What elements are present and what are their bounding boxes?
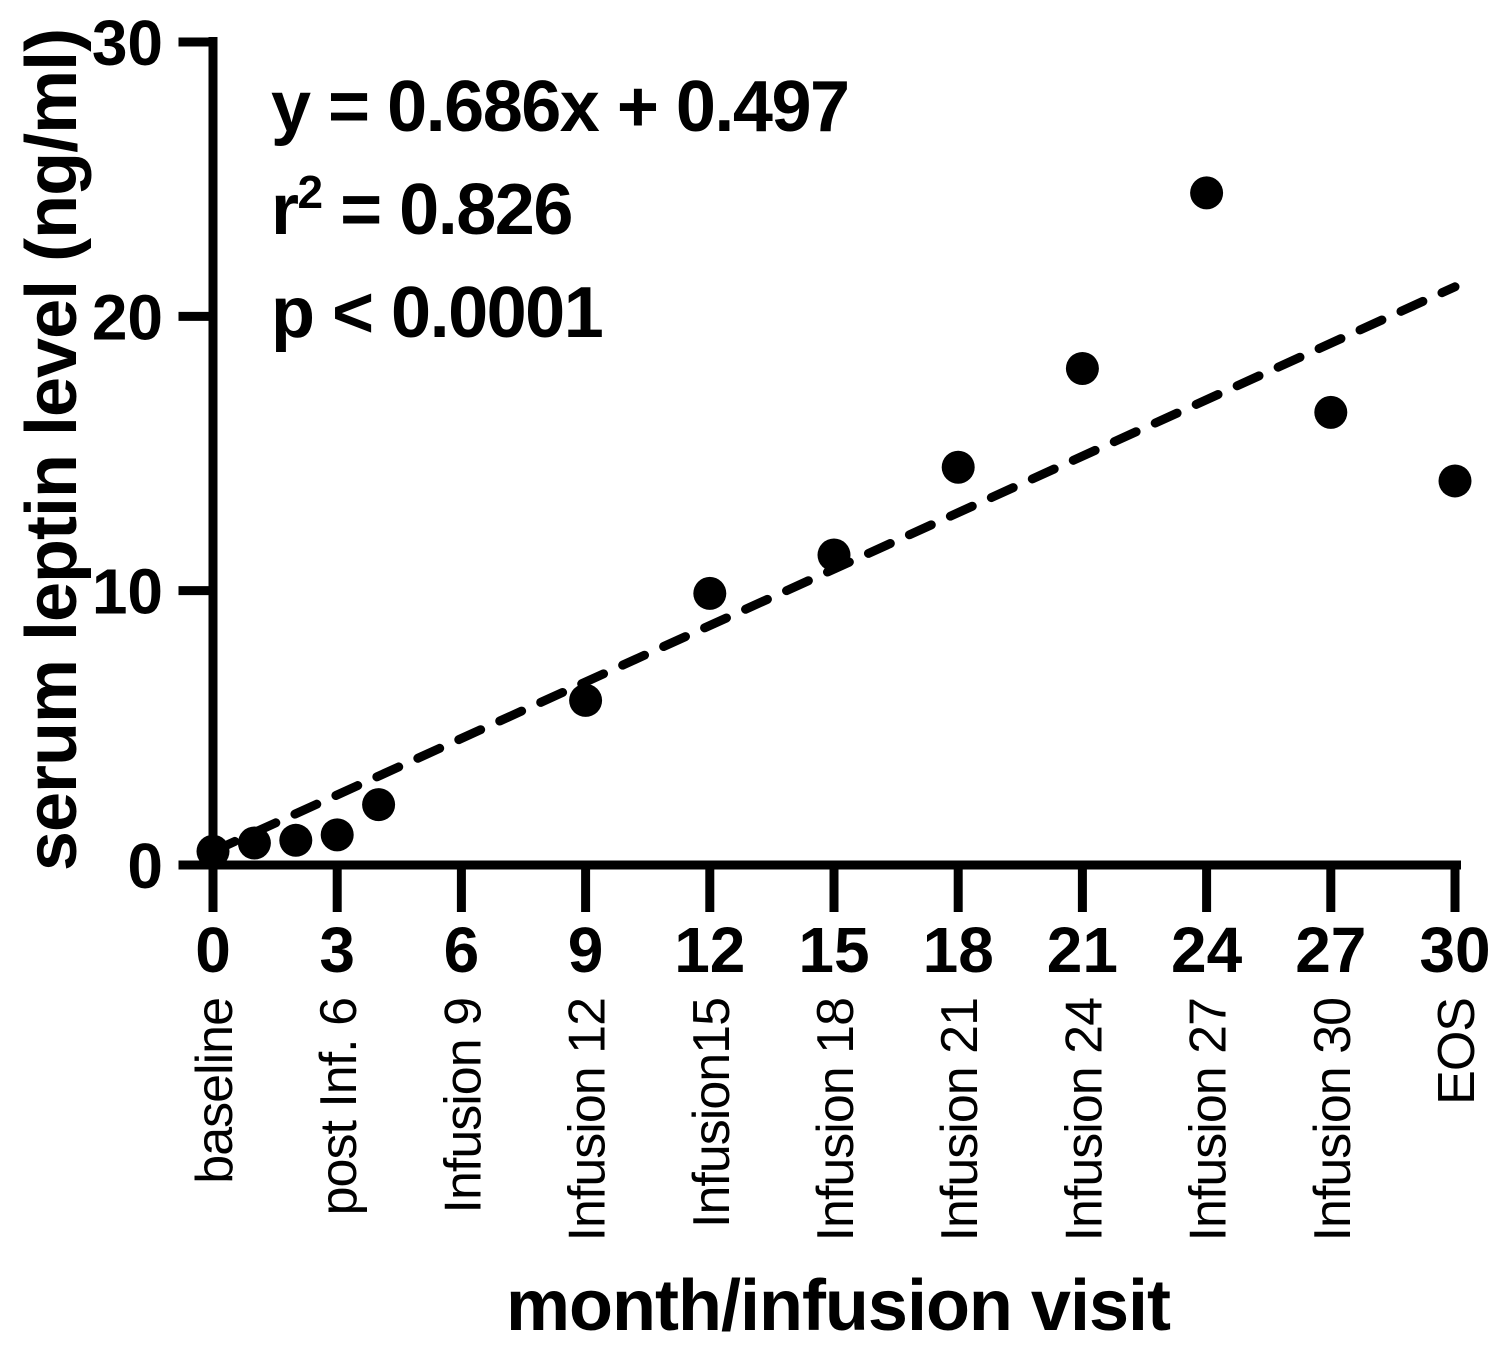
- data-point: [941, 450, 975, 484]
- x-tick-label: 18: [923, 914, 994, 986]
- x-tick-label: 27: [1295, 914, 1366, 986]
- r-squared-base: r: [271, 170, 298, 250]
- x-tick-label: 15: [798, 914, 869, 986]
- y-tick-label: 30: [92, 7, 163, 79]
- r-squared-value: = 0.826: [322, 170, 572, 250]
- x-tick-label: 0: [195, 914, 231, 986]
- x-tick-label: 3: [319, 914, 355, 986]
- x-visit-label: Infusion 24: [1055, 998, 1113, 1241]
- annotation-equation: y = 0.686x + 0.497: [271, 67, 849, 147]
- x-visit-label: post Inf. 6: [310, 998, 368, 1215]
- x-tick-label: 30: [1419, 914, 1490, 986]
- data-point: [196, 834, 230, 868]
- x-tick-label: 9: [568, 914, 604, 986]
- annotation-p-value: p < 0.0001: [271, 273, 603, 353]
- x-visit-label: Infusion 12: [559, 998, 617, 1241]
- x-visit-labels: baseline post Inf. 6 Infusion 9 Infusion 12…: [186, 998, 1486, 1241]
- data-point: [279, 823, 313, 857]
- x-visit-label: baseline: [186, 998, 244, 1184]
- data-point: [1190, 176, 1224, 210]
- data-point: [693, 576, 727, 610]
- y-axis-ticks: [178, 37, 213, 870]
- y-tick-label: 0: [127, 830, 163, 902]
- y-tick-label: 10: [92, 556, 163, 628]
- data-point: [1314, 395, 1348, 429]
- annotation-r-squared: r2 = 0.826: [271, 166, 572, 250]
- data-point: [237, 826, 271, 860]
- x-axis-title: month/infusion visit: [506, 1266, 1171, 1346]
- x-visit-label: Infusion 30: [1304, 998, 1362, 1241]
- x-axis-ticks: [208, 865, 1460, 912]
- data-point: [1065, 351, 1099, 385]
- x-visit-label: Infusion15: [683, 998, 741, 1228]
- x-tick-labels: 0 3 6 9 12 15 18 21 24 27 30: [195, 914, 1490, 986]
- data-point: [362, 788, 396, 822]
- axes: [178, 37, 1461, 870]
- y-tick-labels: 0 10 20 30: [92, 7, 163, 902]
- x-tick-label: 24: [1171, 914, 1243, 986]
- r-squared-superscript: 2: [298, 166, 322, 218]
- data-point: [817, 538, 851, 572]
- data-point: [320, 818, 354, 852]
- y-axis-title: serum leptin level (ng/ml): [12, 29, 92, 871]
- x-tick-label: 6: [444, 914, 480, 986]
- data-point: [1438, 464, 1472, 498]
- data-point: [569, 683, 603, 717]
- x-visit-label: Infusion 27: [1180, 998, 1238, 1241]
- x-tick-label: 12: [674, 914, 745, 986]
- y-tick-label: 20: [92, 281, 163, 353]
- x-visit-label: Infusion 21: [931, 998, 989, 1241]
- x-tick-label: 21: [1047, 914, 1118, 986]
- data-points: [196, 176, 1472, 868]
- x-visit-label: Infusion 18: [807, 998, 865, 1241]
- x-visit-label: Infusion 9: [434, 998, 492, 1214]
- x-visit-label: EOS: [1428, 998, 1486, 1105]
